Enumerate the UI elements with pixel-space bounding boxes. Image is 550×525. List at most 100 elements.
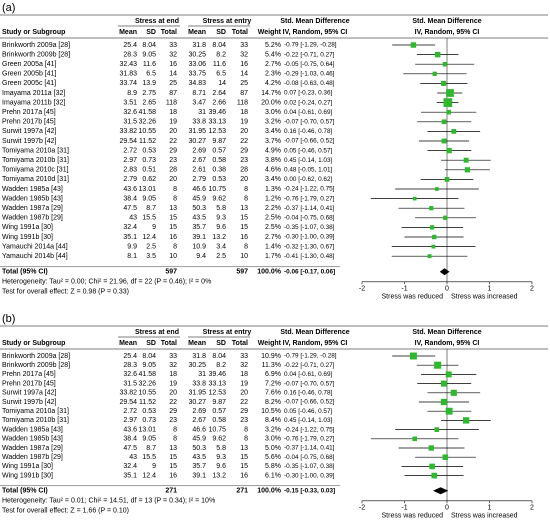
column-header: Total <box>232 29 248 36</box>
cell: 43.5 <box>192 454 206 461</box>
cell: 33 <box>240 42 248 49</box>
effect-square <box>462 417 470 424</box>
cell: 9.87 <box>212 399 226 406</box>
cell: 23 <box>240 417 248 424</box>
cell: 32.4 <box>123 224 137 231</box>
cell: 18 <box>169 371 177 378</box>
cell: 29 <box>169 147 177 154</box>
effect-label: 0.05 [-0.46, 0.57] <box>284 147 333 154</box>
weight-label: 4.6% <box>265 167 281 174</box>
cell: 9.62 <box>212 195 226 202</box>
effect-label: -0.76 [-1.79, 0.27] <box>284 435 335 442</box>
cell: 15 <box>240 224 248 231</box>
cell: 29 <box>169 408 177 415</box>
cell: 0.53 <box>212 176 226 183</box>
cell: 8.2 <box>216 362 226 369</box>
cell: 2.69 <box>192 147 206 154</box>
cell: 8.04 <box>142 42 156 49</box>
cell: 0.57 <box>212 147 226 154</box>
effect-label: -0.79 [-1.29, -0.28] <box>284 42 337 49</box>
study-name: Tomiyama 2010d [31] <box>2 176 69 183</box>
cell: 28.3 <box>123 51 137 58</box>
study-name: Tomiyama 2010a [31] <box>2 408 69 415</box>
effect-label: -0.05 [-0.75, 0.64] <box>284 61 335 68</box>
cell: 31 <box>198 371 206 378</box>
weight-label: 11.3% <box>262 362 281 369</box>
effect-label: 0.16 [-0.46, 0.78] <box>284 128 333 135</box>
weight-label: 3.4% <box>265 128 281 135</box>
effect-label: 0.02 [-0.24, 0.27] <box>284 99 333 106</box>
cell: 33 <box>240 353 248 360</box>
cell: 32 <box>240 362 248 369</box>
effect-square <box>446 89 454 97</box>
cell: 0.62 <box>142 176 156 183</box>
cell: 31.8 <box>192 42 206 49</box>
cell: 9 <box>152 224 156 231</box>
panel-label: (b) <box>2 313 15 325</box>
cell: 11.52 <box>139 138 156 145</box>
cell: 28 <box>240 167 248 174</box>
cell: 50.3 <box>192 445 206 452</box>
effect-label: -0.30 [-1.00, 0.39] <box>284 234 335 241</box>
cell: 20 <box>240 390 248 397</box>
effect-square <box>429 225 435 230</box>
cell: 3.47 <box>192 99 206 106</box>
cell: 2.64 <box>212 90 226 97</box>
cell: 0.51 <box>142 167 156 174</box>
cell: 13 <box>169 205 177 212</box>
effect-square <box>440 398 448 406</box>
weight-label: 4.2% <box>265 80 281 87</box>
weight-label: 2.7% <box>265 234 281 241</box>
effect-label: -0.35 [-1.07, 0.38] <box>284 463 335 470</box>
x-direction-label: Stress was reduced <box>382 513 444 520</box>
total-weight: 100.0% <box>257 488 282 495</box>
cell: 22 <box>169 138 177 145</box>
column-header: Weight <box>258 340 282 347</box>
weight-label: 3.2% <box>265 119 281 126</box>
cell: 11.6 <box>213 61 226 68</box>
effect-label: 0.48 [-0.05, 1.01] <box>284 166 333 173</box>
cell: 19 <box>240 119 248 126</box>
cell: 8 <box>244 426 248 433</box>
cell: 29.54 <box>119 138 137 145</box>
effect-label: -0.24 [-1.22, 0.75] <box>284 426 335 433</box>
cell: 10.55 <box>138 390 156 397</box>
panel-label: (a) <box>2 2 15 14</box>
cell: 23 <box>169 417 177 424</box>
cell: 8 <box>173 186 177 193</box>
x-tick-label: 1 <box>488 286 492 293</box>
cell: 50.3 <box>192 205 206 212</box>
cell: 9.3 <box>216 215 226 222</box>
study-name: Prehn 2017b [45] <box>2 119 56 126</box>
cell: 15 <box>169 215 177 222</box>
effect-label: -0.76 [-1.79, 0.27] <box>284 195 335 202</box>
cell: 0.73 <box>142 157 156 164</box>
weight-label: 10.9% <box>261 353 281 360</box>
effect-label: -0.37 [-1.14, 0.41] <box>284 205 335 212</box>
cell: 8.7 <box>146 445 156 452</box>
cell: 16 <box>240 61 248 68</box>
total-cell: 597 <box>236 269 248 276</box>
cell: 18 <box>240 371 248 378</box>
weight-label: 3.0% <box>265 109 281 116</box>
cell: 2.97 <box>123 157 137 164</box>
weight-label: 2.7% <box>265 61 281 68</box>
cell: 45.9 <box>192 436 206 443</box>
cell: 3.51 <box>123 99 137 106</box>
weight-label: 6.1% <box>265 472 281 479</box>
cell: 43 <box>129 215 137 222</box>
cell: 8.04 <box>212 42 226 49</box>
column-header: IV, Random, 95% CI <box>283 29 348 36</box>
study-name: Wadden 1987b [29] <box>2 454 63 461</box>
cell: 6.5 <box>216 71 226 78</box>
study-name: Tomiyama 2010b [31] <box>2 417 69 424</box>
effect-square <box>463 157 469 163</box>
cell: 14 <box>218 80 226 87</box>
x-tick-label: 0 <box>445 286 449 293</box>
cell: 6.5 <box>146 71 156 78</box>
cell: 31 <box>198 109 206 116</box>
cell: 39.46 <box>208 109 226 116</box>
cell: 9.05 <box>142 436 156 443</box>
effect-label: 0.00 [-0.62, 0.62] <box>284 176 333 183</box>
weight-label: 3.2% <box>265 426 281 433</box>
